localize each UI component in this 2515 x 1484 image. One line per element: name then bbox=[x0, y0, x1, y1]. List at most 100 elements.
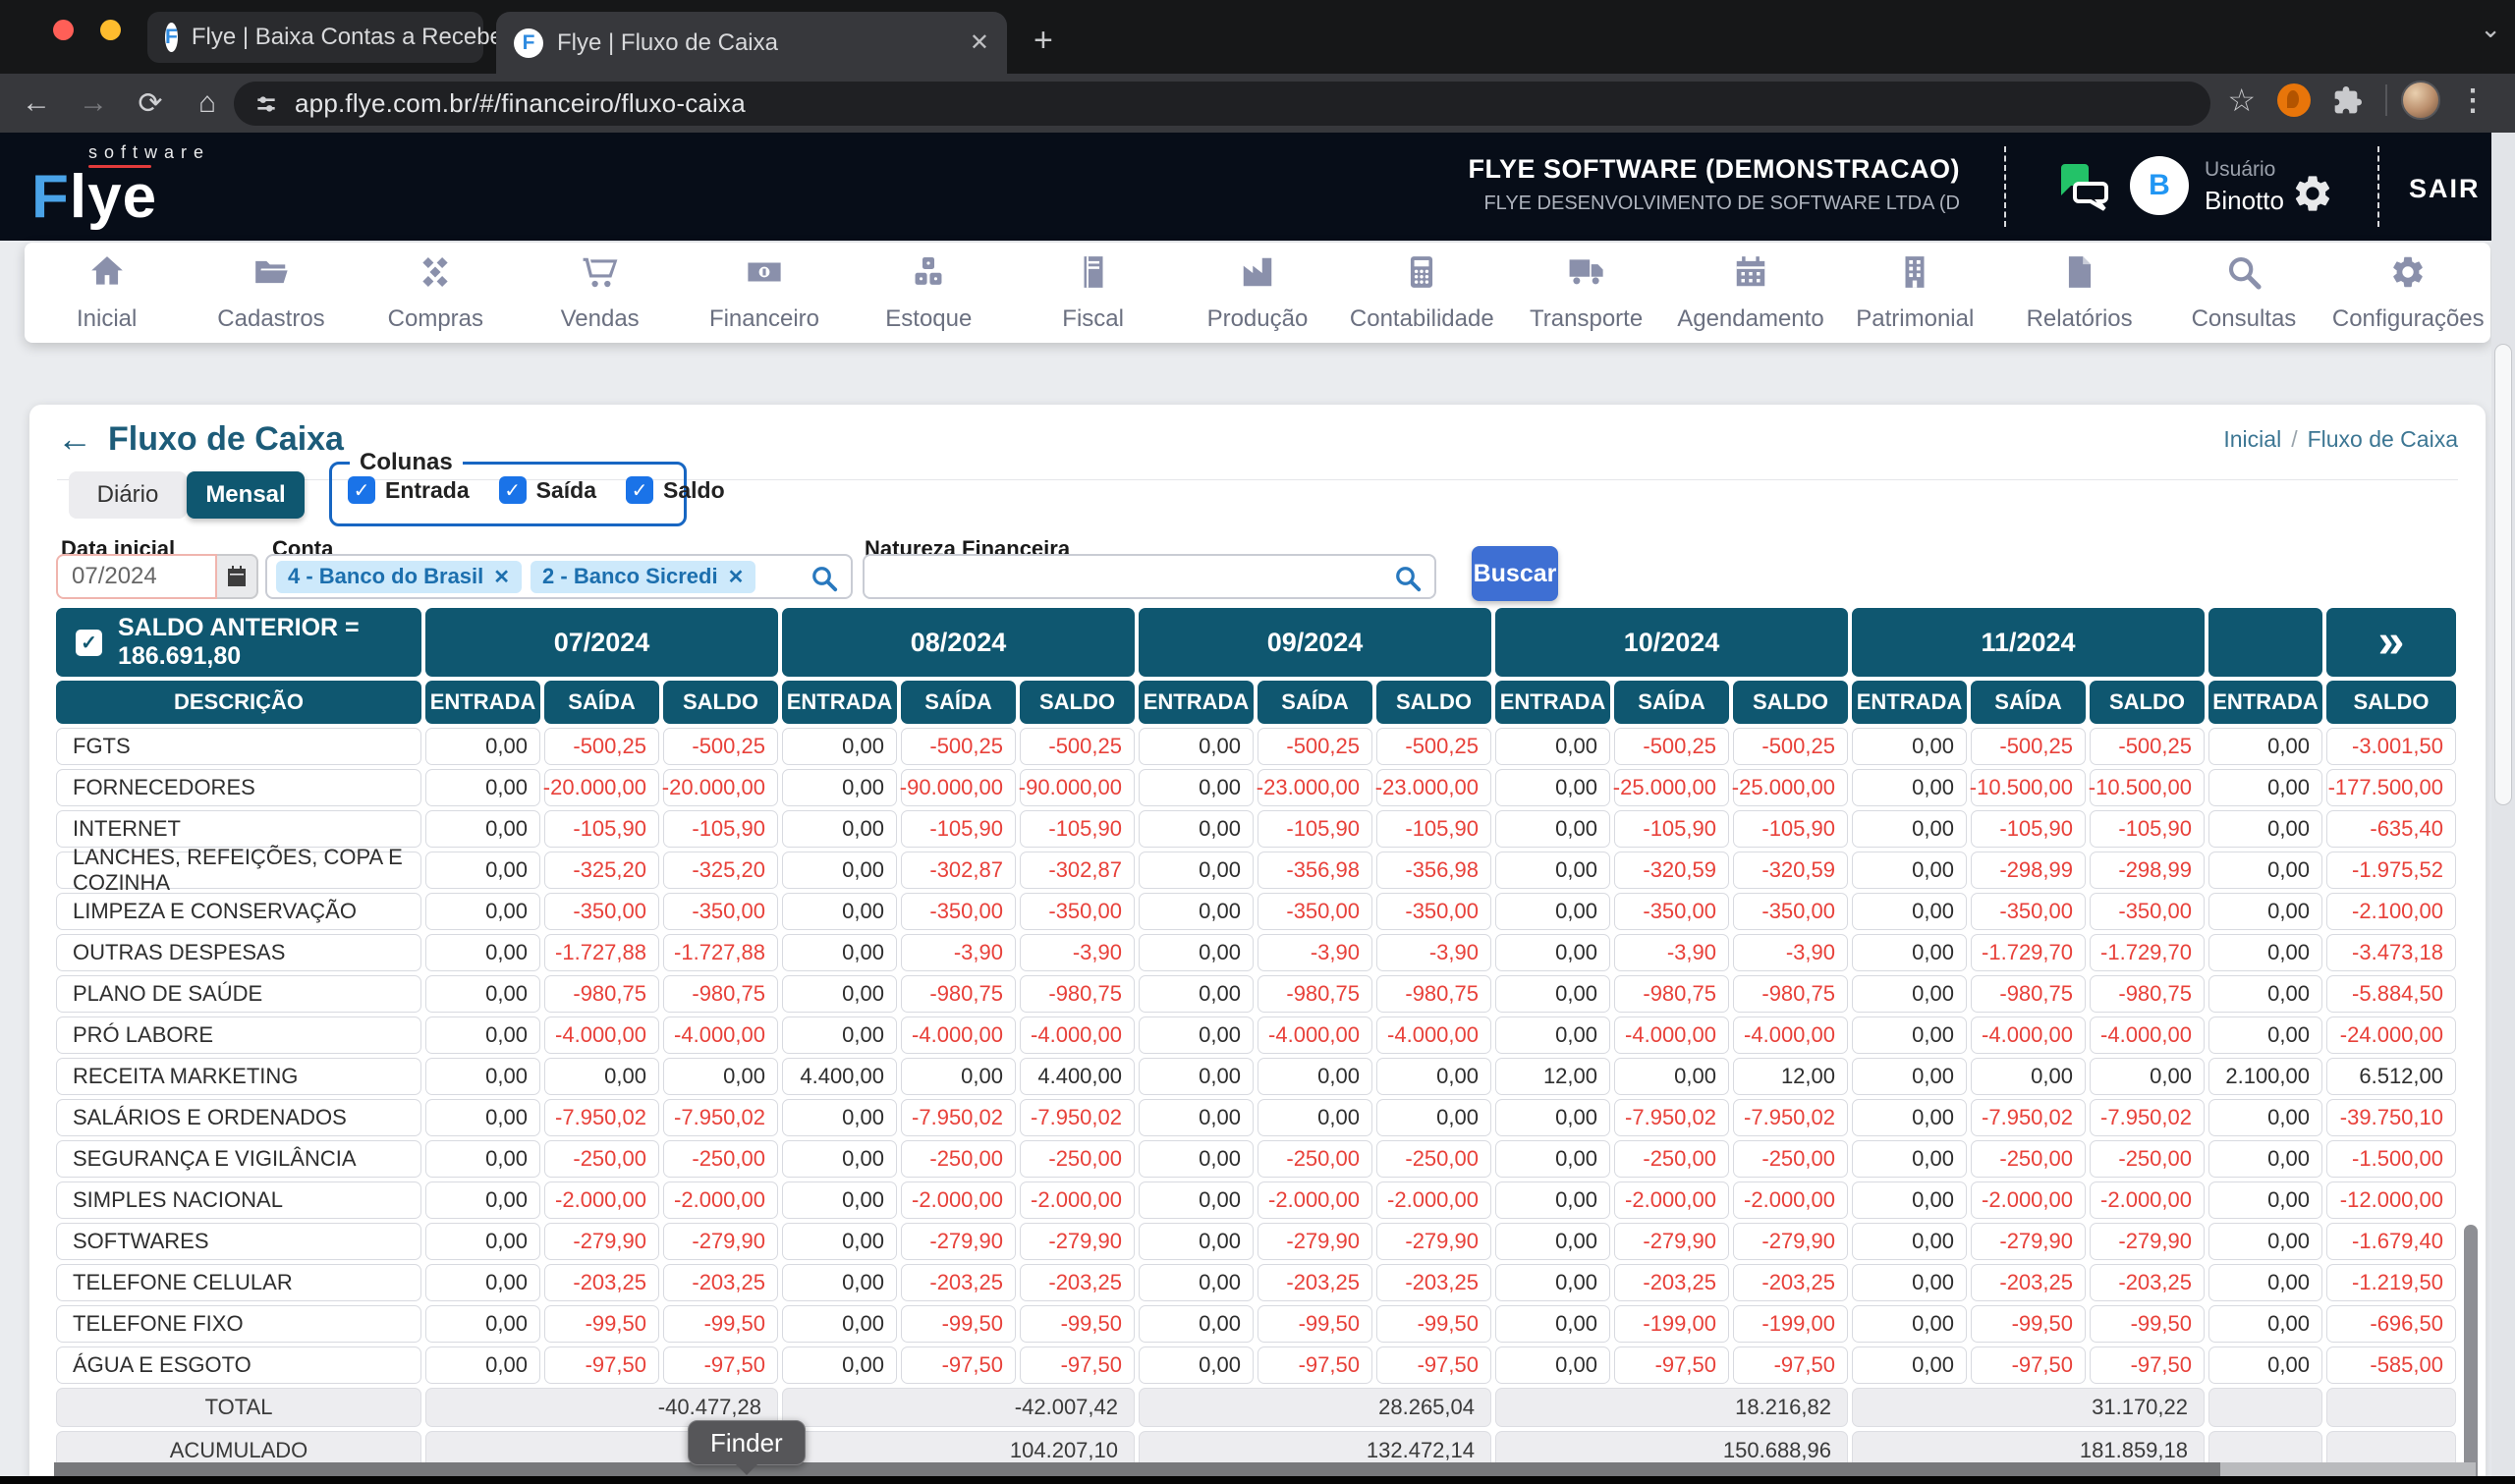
nav-item-configuracoes[interactable]: Configurações bbox=[2326, 243, 2490, 343]
table-row: OUTRAS DESPESAS0,00-1.727,88-1.727,880,0… bbox=[54, 932, 2458, 973]
calendar-icon bbox=[1732, 253, 1769, 296]
value-cell: -4.000,00 bbox=[1376, 1017, 1491, 1054]
module-nav: InicialCadastrosComprasVendasFinanceiroE… bbox=[25, 243, 2490, 343]
settings-gear-icon[interactable] bbox=[2291, 172, 2334, 220]
checkbox-checked-icon[interactable]: ✓ bbox=[626, 476, 653, 504]
value-cell: 12,00 bbox=[1495, 1058, 1610, 1095]
checkbox-entrada[interactable]: ✓Entrada bbox=[348, 476, 470, 504]
toggle-mensal-button[interactable]: Mensal bbox=[187, 471, 305, 519]
tab-search-chevron-icon[interactable]: ⌄ bbox=[2480, 14, 2501, 44]
address-bar[interactable]: app.flye.com.br/#/financeiro/fluxo-caixa bbox=[234, 82, 2210, 126]
value-cell: 0,00 bbox=[1495, 1264, 1610, 1301]
buscar-button[interactable]: Buscar bbox=[1472, 546, 1558, 601]
browser-menu-icon[interactable]: ⋮ bbox=[2458, 83, 2487, 118]
nav-item-patrimonial[interactable]: Patrimonial bbox=[1833, 243, 1997, 343]
value-cell: 0,00 bbox=[1852, 893, 1967, 930]
nav-item-transporte[interactable]: Transporte bbox=[1504, 243, 1668, 343]
back-button[interactable]: ← bbox=[8, 86, 65, 120]
page-scrollbar[interactable] bbox=[2491, 133, 2515, 1484]
saldo-anterior-checkbox[interactable]: ✓ bbox=[76, 630, 102, 656]
value-cell: -350,00 bbox=[1258, 893, 1372, 930]
nav-item-estoque[interactable]: Estoque bbox=[847, 243, 1011, 343]
value-cell: -105,90 bbox=[544, 810, 659, 848]
value-cell: 0,00 bbox=[1139, 1305, 1254, 1343]
nav-item-relatorios[interactable]: Relatórios bbox=[1997, 243, 2161, 343]
nav-item-producao[interactable]: Produção bbox=[1175, 243, 1339, 343]
nav-item-financeiro[interactable]: Financeiro bbox=[682, 243, 846, 343]
nav-item-agendamento[interactable]: Agendamento bbox=[1668, 243, 1832, 343]
bookmark-star-icon[interactable]: ☆ bbox=[2227, 82, 2256, 119]
value-cell: 0,00 bbox=[782, 1017, 897, 1054]
value-cell: 0,00 bbox=[2208, 769, 2322, 806]
new-tab-button[interactable]: + bbox=[1034, 22, 1053, 60]
extension-orange-icon[interactable] bbox=[2277, 83, 2311, 117]
conta-multiselect[interactable]: 4 - Banco do Brasil✕ 2 - Banco Sicredi✕ bbox=[265, 554, 853, 599]
browser-tab-active[interactable]: F Flye | Fluxo de Caixa ✕ bbox=[496, 12, 1007, 74]
nav-item-compras[interactable]: Compras bbox=[354, 243, 518, 343]
value-cell: -298,99 bbox=[2090, 852, 2205, 889]
value-cell: 0,00 bbox=[425, 1305, 540, 1343]
value-cell: -5.884,50 bbox=[2326, 975, 2456, 1013]
checkbox-checked-icon[interactable]: ✓ bbox=[348, 476, 375, 504]
value-cell: 0,00 bbox=[782, 810, 897, 848]
data-inicial-input[interactable]: 07/2024 bbox=[56, 554, 217, 599]
home-button[interactable]: ⌂ bbox=[179, 86, 236, 120]
value-cell: -2.000,00 bbox=[1376, 1182, 1491, 1219]
browser-tab-inactive[interactable]: F Flye | Baixa Contas a Receber ✕ bbox=[147, 12, 483, 63]
value-cell: -279,90 bbox=[544, 1223, 659, 1260]
extensions-puzzle-icon[interactable] bbox=[2332, 84, 2364, 116]
value-cell: 0,00 bbox=[782, 769, 897, 806]
nav-item-consultas[interactable]: Consultas bbox=[2161, 243, 2325, 343]
window-close-button[interactable] bbox=[53, 20, 74, 40]
search-icon[interactable] bbox=[1393, 564, 1423, 598]
conta-chip[interactable]: 4 - Banco do Brasil✕ bbox=[276, 561, 522, 593]
tab-close-icon[interactable]: ✕ bbox=[970, 28, 989, 57]
value-cell: -1.727,88 bbox=[544, 934, 659, 971]
description-cell: SOFTWARES bbox=[56, 1223, 421, 1260]
nav-item-inicial[interactable]: Inicial bbox=[25, 243, 189, 343]
logout-button[interactable]: SAIR bbox=[2409, 174, 2481, 204]
back-arrow-icon[interactable]: ← bbox=[57, 418, 92, 460]
checkbox-saida[interactable]: ✓Saída bbox=[499, 476, 596, 504]
value-cell: 0,00 bbox=[782, 893, 897, 930]
checkbox-checked-icon[interactable]: ✓ bbox=[499, 476, 527, 504]
browser-profile-avatar[interactable] bbox=[2401, 81, 2440, 120]
value-cell: 0,00 bbox=[544, 1058, 659, 1095]
toggle-diario-button[interactable]: Diário bbox=[69, 471, 187, 519]
forward-button[interactable]: → bbox=[65, 86, 122, 120]
value-cell: -500,25 bbox=[1020, 728, 1135, 765]
colunas-legend: Colunas bbox=[350, 449, 463, 476]
horizontal-scroll-thumb[interactable] bbox=[54, 1462, 2220, 1476]
value-cell: -350,00 bbox=[544, 893, 659, 930]
breadcrumb-inicial[interactable]: Inicial bbox=[2223, 426, 2281, 452]
nav-item-cadastros[interactable]: Cadastros bbox=[189, 243, 353, 343]
saldo-header: SALDO bbox=[1376, 681, 1491, 724]
conta-chip[interactable]: 2 - Banco Sicredi✕ bbox=[531, 561, 755, 593]
search-icon[interactable] bbox=[810, 564, 839, 598]
user-avatar[interactable]: B bbox=[2130, 156, 2189, 215]
checkbox-saldo[interactable]: ✓Saldo bbox=[626, 476, 725, 504]
nav-item-contabilidade[interactable]: Contabilidade bbox=[1340, 243, 1504, 343]
reload-button[interactable]: ⟳ bbox=[122, 86, 179, 121]
page-scroll-thumb[interactable] bbox=[2494, 344, 2512, 805]
value-cell: 0,00 bbox=[425, 728, 540, 765]
expand-months-button[interactable]: » bbox=[2326, 608, 2456, 677]
table-row: LANCHES, REFEIÇÕES, COPA E COZINHA0,00-3… bbox=[54, 850, 2458, 891]
value-cell: -7.950,02 bbox=[2090, 1099, 2205, 1136]
calendar-button[interactable] bbox=[217, 554, 258, 599]
site-info-icon[interactable] bbox=[253, 91, 279, 117]
chip-remove-icon[interactable]: ✕ bbox=[493, 565, 510, 589]
chip-remove-icon[interactable]: ✕ bbox=[728, 565, 745, 589]
nav-item-fiscal[interactable]: Fiscal bbox=[1011, 243, 1175, 343]
nav-item-vendas[interactable]: Vendas bbox=[518, 243, 682, 343]
entrada-header: ENTRADA bbox=[1495, 681, 1610, 724]
table-vertical-scrollbar[interactable] bbox=[2464, 1225, 2478, 1484]
table-horizontal-scrollbar[interactable] bbox=[54, 1462, 2476, 1476]
value-cell: -1.727,88 bbox=[663, 934, 778, 971]
value-cell: -3,90 bbox=[901, 934, 1016, 971]
window-minimize-button[interactable] bbox=[100, 20, 121, 40]
chat-icon[interactable] bbox=[2055, 160, 2112, 218]
flye-logo[interactable]: software Flye bbox=[31, 142, 210, 227]
table-row: ÁGUA E ESGOTO0,00-97,50-97,500,00-97,50-… bbox=[54, 1345, 2458, 1386]
natureza-financeira-input[interactable] bbox=[863, 554, 1436, 599]
